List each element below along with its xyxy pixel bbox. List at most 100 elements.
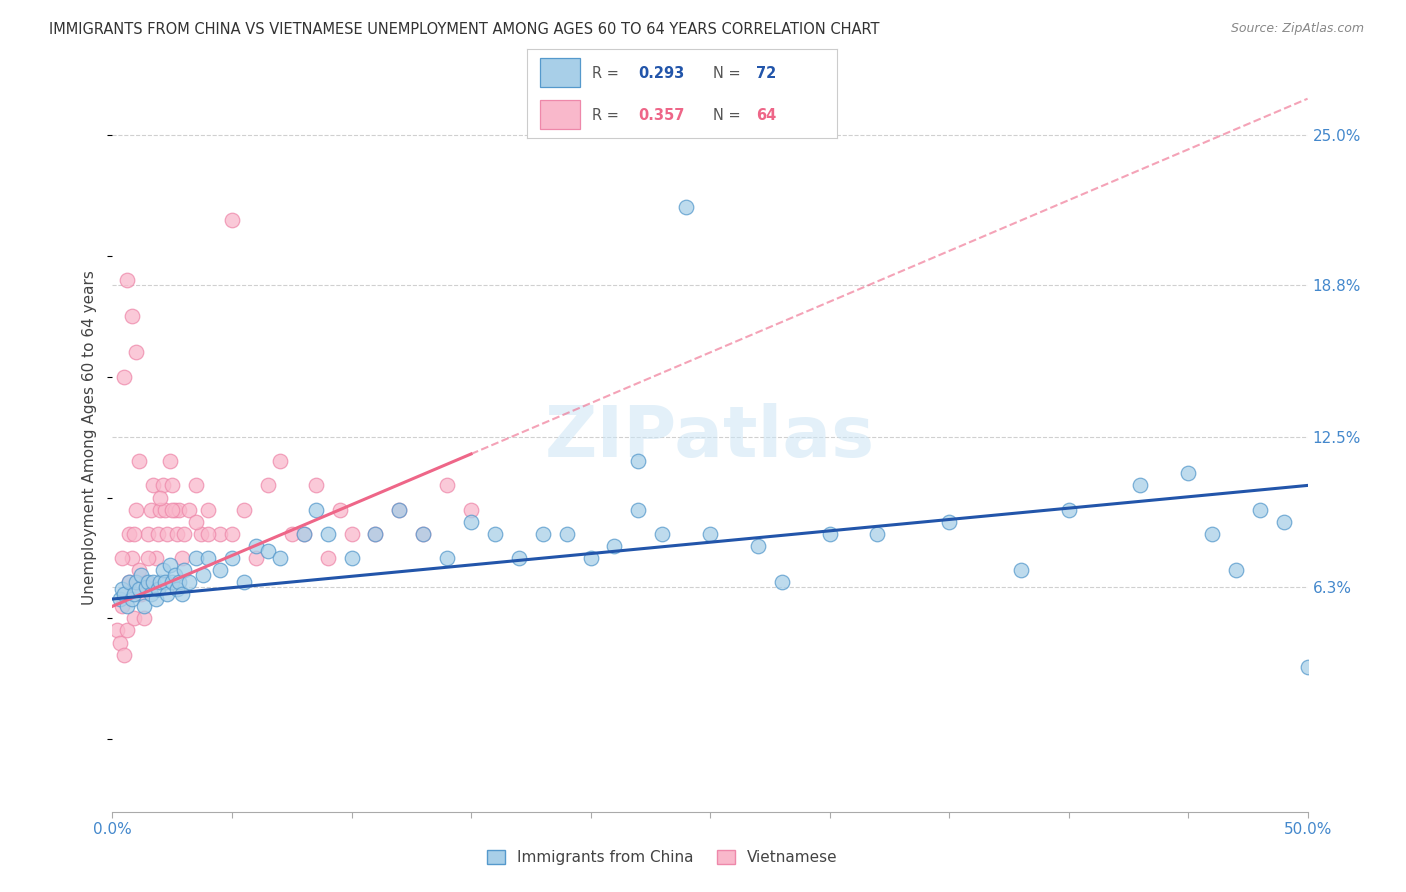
Point [269, 550, 291, 565]
Point [111, 582, 134, 597]
Point [128, 582, 150, 597]
Point [132, 611, 155, 625]
Point [1010, 563, 1032, 577]
Point [149, 491, 172, 505]
Point [866, 526, 889, 541]
Point [162, 502, 183, 516]
Text: R =: R = [592, 66, 624, 80]
Point [125, 345, 148, 359]
Text: R =: R = [592, 108, 624, 122]
Point [233, 502, 256, 516]
Point [162, 575, 183, 590]
Point [145, 592, 167, 607]
Point [146, 582, 169, 597]
Point [579, 550, 602, 565]
Point [190, 526, 212, 541]
Point [145, 550, 167, 565]
Point [118, 575, 141, 590]
Point [111, 550, 134, 565]
Point [142, 575, 165, 590]
Point [364, 526, 387, 541]
Point [269, 454, 291, 468]
Point [115, 599, 138, 614]
Point [125, 502, 148, 516]
Point [105, 624, 128, 638]
Point [169, 575, 191, 590]
Point [257, 478, 280, 492]
Point [135, 580, 157, 594]
Point [177, 575, 200, 590]
Point [316, 550, 339, 565]
Point [364, 526, 387, 541]
Point [162, 478, 183, 492]
Point [1057, 502, 1080, 516]
Point [233, 575, 256, 590]
Point [159, 558, 181, 573]
Point [122, 526, 145, 541]
Point [340, 526, 363, 541]
Point [221, 212, 243, 227]
Point [818, 526, 841, 541]
Point [1177, 467, 1199, 481]
Point [170, 587, 193, 601]
Point [388, 502, 411, 516]
Point [169, 502, 191, 516]
Point [412, 526, 434, 541]
Point [484, 526, 506, 541]
Point [245, 550, 267, 565]
Point [627, 454, 650, 468]
Point [699, 526, 721, 541]
FancyBboxPatch shape [540, 58, 579, 87]
Point [460, 515, 482, 529]
Point [329, 502, 352, 516]
Text: ZIPatlas: ZIPatlas [546, 402, 875, 472]
Point [139, 587, 162, 601]
Point [436, 478, 458, 492]
Point [122, 587, 145, 601]
Point [152, 563, 174, 577]
Point [305, 478, 328, 492]
Point [292, 526, 315, 541]
Point [111, 599, 134, 614]
Point [186, 478, 208, 492]
Text: 0.357: 0.357 [638, 108, 685, 122]
Point [177, 502, 200, 516]
Point [149, 575, 172, 590]
Point [186, 515, 208, 529]
Point [281, 526, 304, 541]
Point [118, 526, 141, 541]
Point [245, 539, 267, 553]
Point [121, 550, 143, 565]
Point [436, 550, 458, 565]
Point [1296, 659, 1319, 673]
Point [114, 369, 135, 384]
Text: 0.293: 0.293 [638, 66, 685, 80]
Point [770, 575, 793, 590]
Point [153, 502, 176, 516]
Point [221, 550, 243, 565]
Point [938, 515, 960, 529]
Point [159, 454, 181, 468]
Point [388, 502, 411, 516]
Point [115, 624, 138, 638]
Point [163, 567, 186, 582]
Point [197, 502, 219, 516]
Point [193, 567, 215, 582]
Point [173, 563, 195, 577]
Point [135, 575, 157, 590]
Point [128, 563, 150, 577]
Point [508, 550, 530, 565]
Text: IMMIGRANTS FROM CHINA VS VIETNAMESE UNEMPLOYMENT AMONG AGES 60 TO 64 YEARS CORRE: IMMIGRANTS FROM CHINA VS VIETNAMESE UNEM… [49, 22, 880, 37]
Text: N =: N = [713, 66, 745, 80]
Point [138, 575, 160, 590]
Point [129, 567, 152, 582]
Point [170, 550, 193, 565]
Point [108, 592, 131, 607]
FancyBboxPatch shape [540, 100, 579, 129]
Point [163, 502, 186, 516]
Point [1129, 478, 1152, 492]
Point [152, 478, 174, 492]
Point [209, 526, 232, 541]
Point [197, 526, 219, 541]
Point [340, 550, 363, 565]
